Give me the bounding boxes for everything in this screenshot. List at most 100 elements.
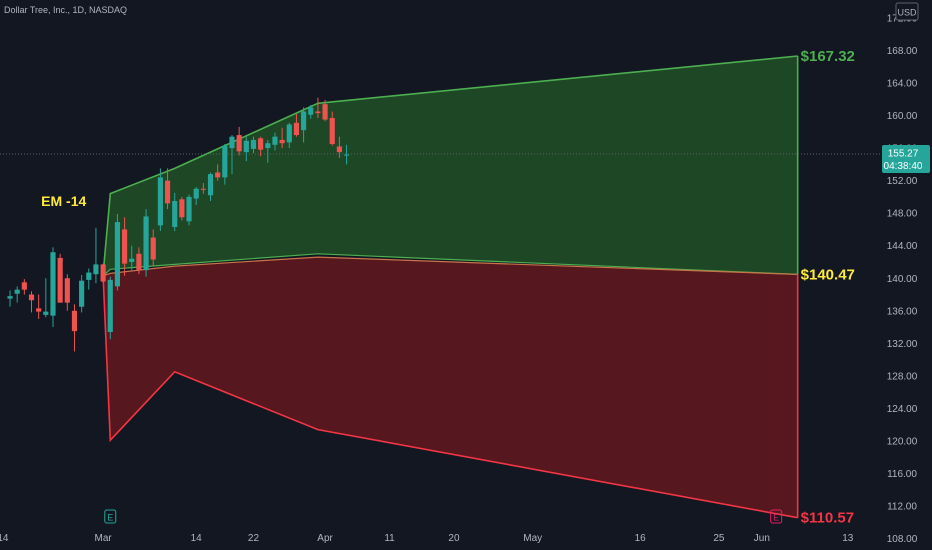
lower-zone-top-line <box>102 256 798 277</box>
price-tick-label: 136.00 <box>887 306 918 317</box>
price-tick-label: 168.00 <box>887 46 918 57</box>
price-tick-label: 116.00 <box>887 469 917 480</box>
date-tick-label: 22 <box>248 533 260 544</box>
candle-body <box>21 282 27 290</box>
candle-body <box>100 264 106 282</box>
candle-body <box>243 140 249 153</box>
candle-body <box>200 188 206 190</box>
candle <box>186 194 192 226</box>
candle-body <box>93 264 99 275</box>
candle-body <box>157 177 163 226</box>
candle <box>336 136 342 158</box>
candle-body <box>143 216 149 271</box>
candle-body <box>301 111 307 131</box>
bar-countdown-label: 04:38:40 <box>884 161 923 172</box>
date-tick-label: 13 <box>842 533 854 544</box>
price-label-mid: $140.47 <box>801 266 855 283</box>
price-tick-label: 152.00 <box>887 176 918 187</box>
candle <box>14 286 20 303</box>
price-tick-label: 128.00 <box>887 371 918 382</box>
candle <box>114 213 121 291</box>
candle <box>229 135 235 175</box>
candle <box>150 229 156 267</box>
candle-body <box>272 136 278 145</box>
candle-body <box>265 143 271 149</box>
candle <box>272 132 278 151</box>
date-tick-label: 20 <box>448 533 460 544</box>
candle <box>343 144 350 165</box>
candle-body <box>329 117 335 145</box>
candle <box>36 294 42 319</box>
price-tick-label: 148.00 <box>887 209 918 220</box>
candle <box>200 183 206 194</box>
candle-body <box>86 272 92 280</box>
candle-body <box>129 258 135 262</box>
earnings-icon-frame <box>104 509 117 524</box>
price-tick-label: 144.00 <box>887 241 918 252</box>
candle-body <box>193 188 199 199</box>
candle-body <box>215 172 221 178</box>
candle-body <box>43 311 49 315</box>
price-tick-label: 164.00 <box>887 78 918 89</box>
candle <box>71 304 78 352</box>
candle <box>322 100 328 122</box>
candle <box>258 136 264 157</box>
earnings-icon: E <box>770 509 783 524</box>
price-tick-label: 124.00 <box>887 404 918 415</box>
candle-body <box>71 310 78 332</box>
candle <box>79 275 85 313</box>
candle <box>122 217 128 276</box>
candle <box>301 107 307 143</box>
upper-zone-bottom-line <box>102 253 798 277</box>
candle-body <box>36 308 42 312</box>
price-tick-label: 160.00 <box>887 111 918 122</box>
candle <box>164 168 171 210</box>
candle <box>86 268 92 290</box>
currency-label: USD <box>897 8 917 18</box>
candle-body <box>79 280 85 307</box>
candle-body <box>279 139 285 144</box>
time-axis[interactable]: 14 Mar 14 22 Apr 11 20 May 16 25 Jun 13 <box>0 533 854 544</box>
candle-body <box>343 154 350 156</box>
lower-zone-bottom-line <box>102 275 798 519</box>
candle <box>93 227 99 284</box>
price-tick-label: 108.00 <box>887 534 918 545</box>
price-axis-background <box>880 0 932 550</box>
price-tick-label: 140.00 <box>887 274 918 285</box>
candle-body <box>164 180 171 204</box>
candle <box>193 187 199 206</box>
candle <box>308 104 314 119</box>
em-label: EM -14 <box>41 193 86 209</box>
earnings-icon: E <box>104 509 117 524</box>
current-price-box <box>882 145 930 174</box>
candle <box>222 144 228 185</box>
candle-body <box>50 252 56 316</box>
candle <box>50 247 56 328</box>
candle <box>43 278 49 318</box>
candle-body <box>322 104 328 120</box>
price-tick-label: 132.00 <box>887 339 918 350</box>
candle <box>21 279 27 295</box>
candle-body <box>7 296 13 299</box>
candle-body <box>229 136 235 149</box>
candle <box>172 192 178 232</box>
earnings-icon-letter: E <box>107 513 113 523</box>
candle <box>28 291 35 313</box>
candle <box>179 196 185 221</box>
candle-body <box>28 294 35 301</box>
price-label-high: $167.32 <box>801 48 855 65</box>
candle-body <box>107 279 113 332</box>
date-tick-label: 14 <box>0 533 9 544</box>
candle <box>236 126 242 156</box>
candle-body <box>14 289 20 294</box>
date-tick-label: Apr <box>317 533 333 544</box>
candle <box>265 139 271 163</box>
price-axis[interactable]: 108.00 112.00 116.00 120.00 124.00 128.00 132.… <box>880 0 932 550</box>
candle-body <box>150 237 156 260</box>
candle <box>329 111 335 146</box>
symbol-title: Dollar Tree, Inc., 1D, NASDAQ <box>4 5 128 15</box>
candle <box>129 245 135 271</box>
